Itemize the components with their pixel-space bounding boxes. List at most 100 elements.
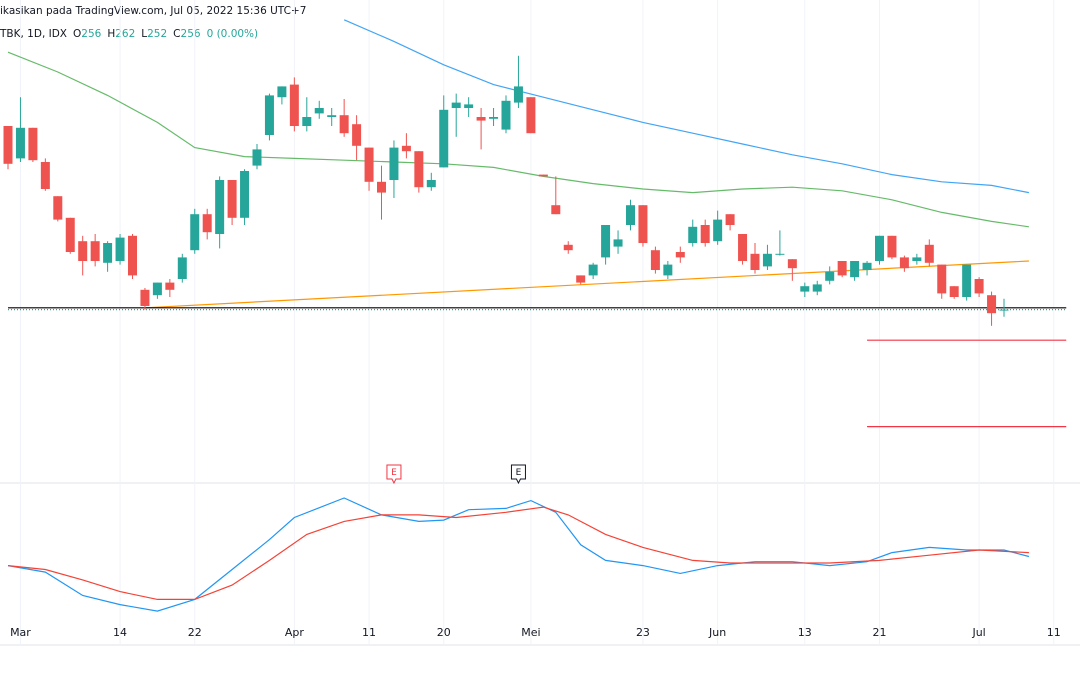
x-tick-label: 14 xyxy=(113,626,127,639)
candle-body xyxy=(987,295,997,314)
candle-body xyxy=(190,214,200,251)
ohlc-value: 256 xyxy=(81,28,101,40)
candle-body xyxy=(426,180,436,188)
candle-body xyxy=(53,196,63,220)
candle-body xyxy=(850,261,860,278)
candle-body xyxy=(65,217,75,252)
event-label: E xyxy=(516,468,522,478)
ohlc-label: O xyxy=(73,28,81,40)
candle-body xyxy=(725,214,735,225)
candle-body xyxy=(588,264,598,276)
grid xyxy=(19,0,1055,645)
ohlc-value: 256 xyxy=(181,28,201,40)
ohlc-label: C xyxy=(173,28,180,40)
candle-body xyxy=(999,309,1009,311)
change: 0 (0.00%) xyxy=(207,28,259,40)
candle-body xyxy=(277,86,287,98)
ohlc-value: 262 xyxy=(115,28,135,40)
candle-body xyxy=(389,147,399,180)
candle-body xyxy=(140,289,150,306)
ohlc-value: 252 xyxy=(147,28,167,40)
candle-body xyxy=(563,244,573,251)
candle-body xyxy=(28,127,38,161)
candle-body xyxy=(513,86,523,103)
candle-body xyxy=(115,237,125,261)
candle-body xyxy=(924,244,934,263)
candle-body xyxy=(377,181,386,193)
candle-body xyxy=(899,257,909,269)
x-tick-label: 23 xyxy=(636,626,650,639)
candle-body xyxy=(626,205,635,225)
candle-body xyxy=(3,126,13,164)
candle-body xyxy=(451,102,461,108)
candle-body xyxy=(40,162,50,189)
line-series xyxy=(7,497,1030,612)
ohlc-label: H xyxy=(107,28,115,40)
candle-body xyxy=(937,264,947,294)
candle-body xyxy=(887,235,897,258)
candle-body xyxy=(875,235,884,261)
x-tick-label: 11 xyxy=(362,626,376,639)
candle-body xyxy=(302,117,312,126)
candle-body xyxy=(439,109,449,168)
candle-body xyxy=(551,205,561,215)
candle-body xyxy=(762,253,772,267)
candle-body xyxy=(152,282,162,296)
line-series xyxy=(7,506,1029,600)
candle-body xyxy=(576,275,586,283)
candle-body xyxy=(787,259,797,269)
candle-body xyxy=(327,115,337,117)
candle-body xyxy=(837,261,847,276)
candle-body xyxy=(202,214,212,233)
candle-body xyxy=(688,226,698,243)
line-series xyxy=(144,260,1029,309)
candle-body xyxy=(476,117,486,121)
candle-body xyxy=(613,239,623,247)
candle-body xyxy=(289,84,299,126)
candle-body xyxy=(713,219,723,242)
candle-body xyxy=(862,262,872,270)
candle-body xyxy=(90,241,100,261)
x-tick-label: 21 xyxy=(873,626,887,639)
candle-body xyxy=(501,100,511,130)
candle-body xyxy=(414,151,424,188)
ohlc-label: L xyxy=(141,28,147,40)
candle-body xyxy=(663,264,673,276)
x-tick-label: Apr xyxy=(285,626,305,639)
event-marker xyxy=(386,464,402,485)
x-tick-label: 22 xyxy=(188,626,202,639)
candle-body xyxy=(314,108,324,114)
symbol: TBK, 1D, IDX xyxy=(0,28,67,40)
candle-body xyxy=(339,115,349,134)
candle-body xyxy=(912,257,922,261)
candle-body xyxy=(700,225,710,243)
candle-body xyxy=(812,284,822,292)
candle-body xyxy=(675,252,685,258)
candle-body xyxy=(103,243,113,263)
candle-body xyxy=(949,286,959,297)
x-tick-label: Mei xyxy=(521,626,540,639)
candle-body xyxy=(15,127,25,159)
candle-body xyxy=(464,104,474,108)
candle-body xyxy=(650,250,660,270)
candle-body xyxy=(974,279,984,294)
candle-body xyxy=(825,271,835,281)
candle-body xyxy=(165,282,175,290)
candle-body xyxy=(775,253,785,255)
candle-body xyxy=(962,264,972,297)
candle-body xyxy=(638,205,648,243)
candle-body xyxy=(264,95,274,135)
line-series xyxy=(7,51,1029,228)
candle-body xyxy=(364,147,374,182)
candle-body xyxy=(538,174,548,177)
candle-body xyxy=(800,286,810,292)
candle-body xyxy=(489,117,499,119)
candle-body xyxy=(177,257,187,279)
x-tick-label: Jun xyxy=(708,626,726,639)
candle-body xyxy=(750,253,760,270)
candle-body xyxy=(526,97,536,134)
candle-body xyxy=(227,180,237,218)
candle-body xyxy=(601,225,611,258)
